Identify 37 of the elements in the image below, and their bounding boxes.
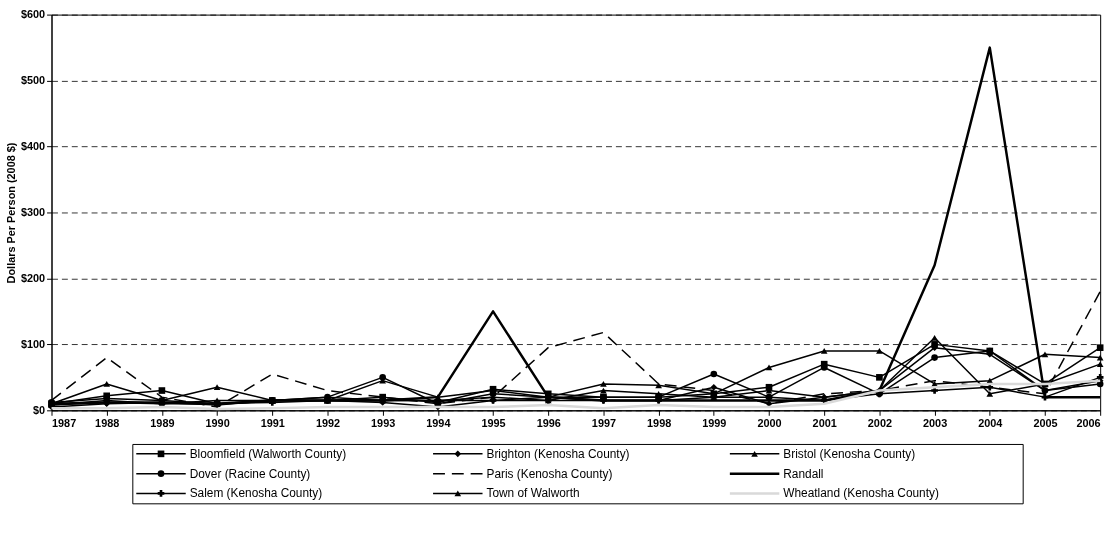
legend-label: Bloomfield (Walworth County) <box>189 446 347 461</box>
x-tick-label: 1997 <box>591 416 617 429</box>
x-tick-label: 2005 <box>1033 416 1058 429</box>
y-tick-label: $400 <box>20 139 46 152</box>
x-tick-label: 2006 <box>1076 416 1101 429</box>
legend-label: Randall <box>783 466 824 481</box>
x-tick-label: 1991 <box>260 416 285 429</box>
y-tick-label: $300 <box>20 205 46 218</box>
x-tick-label: 2002 <box>867 416 892 429</box>
legend-label: Salem (Kenosha County) <box>189 486 323 501</box>
x-tick-label: 1998 <box>647 416 672 429</box>
legend-label: Dover (Racine County) <box>189 466 311 481</box>
x-tick-label: 1988 <box>95 416 120 429</box>
y-tick-label: $600 <box>20 8 46 21</box>
x-tick-label: 1999 <box>702 416 727 429</box>
x-tick-label: 1996 <box>536 416 561 429</box>
y-axis-title: Dollars Per Person (2008 $) <box>4 142 17 284</box>
x-tick-label: 1994 <box>426 416 451 429</box>
x-tick-label: 1987 <box>52 416 77 429</box>
y-tick-label: $500 <box>20 74 46 87</box>
x-tick-label: 2000 <box>757 416 782 429</box>
legend-label: Brighton (Kenosha County) <box>486 446 630 461</box>
legend-label: Bristol (Kenosha County) <box>783 446 916 461</box>
y-tick-label: $0 <box>32 403 46 416</box>
x-tick-label: 2004 <box>978 416 1003 429</box>
x-tick-label: 1992 <box>315 416 341 429</box>
x-tick-label: 1993 <box>371 416 396 429</box>
legend-label: Paris (Kenosha County) <box>486 466 613 481</box>
x-tick-label: 1990 <box>205 416 230 429</box>
legend-label: Town of Walworth <box>486 486 580 501</box>
x-tick-label: 2003 <box>922 416 948 429</box>
y-tick-label: $200 <box>20 271 46 284</box>
y-tick-label: $100 <box>20 337 46 350</box>
legend-label: Wheatland (Kenosha County) <box>783 486 939 501</box>
x-tick-label: 1989 <box>150 416 175 429</box>
x-tick-label: 2001 <box>812 416 837 429</box>
x-tick-label: 1995 <box>481 416 506 429</box>
